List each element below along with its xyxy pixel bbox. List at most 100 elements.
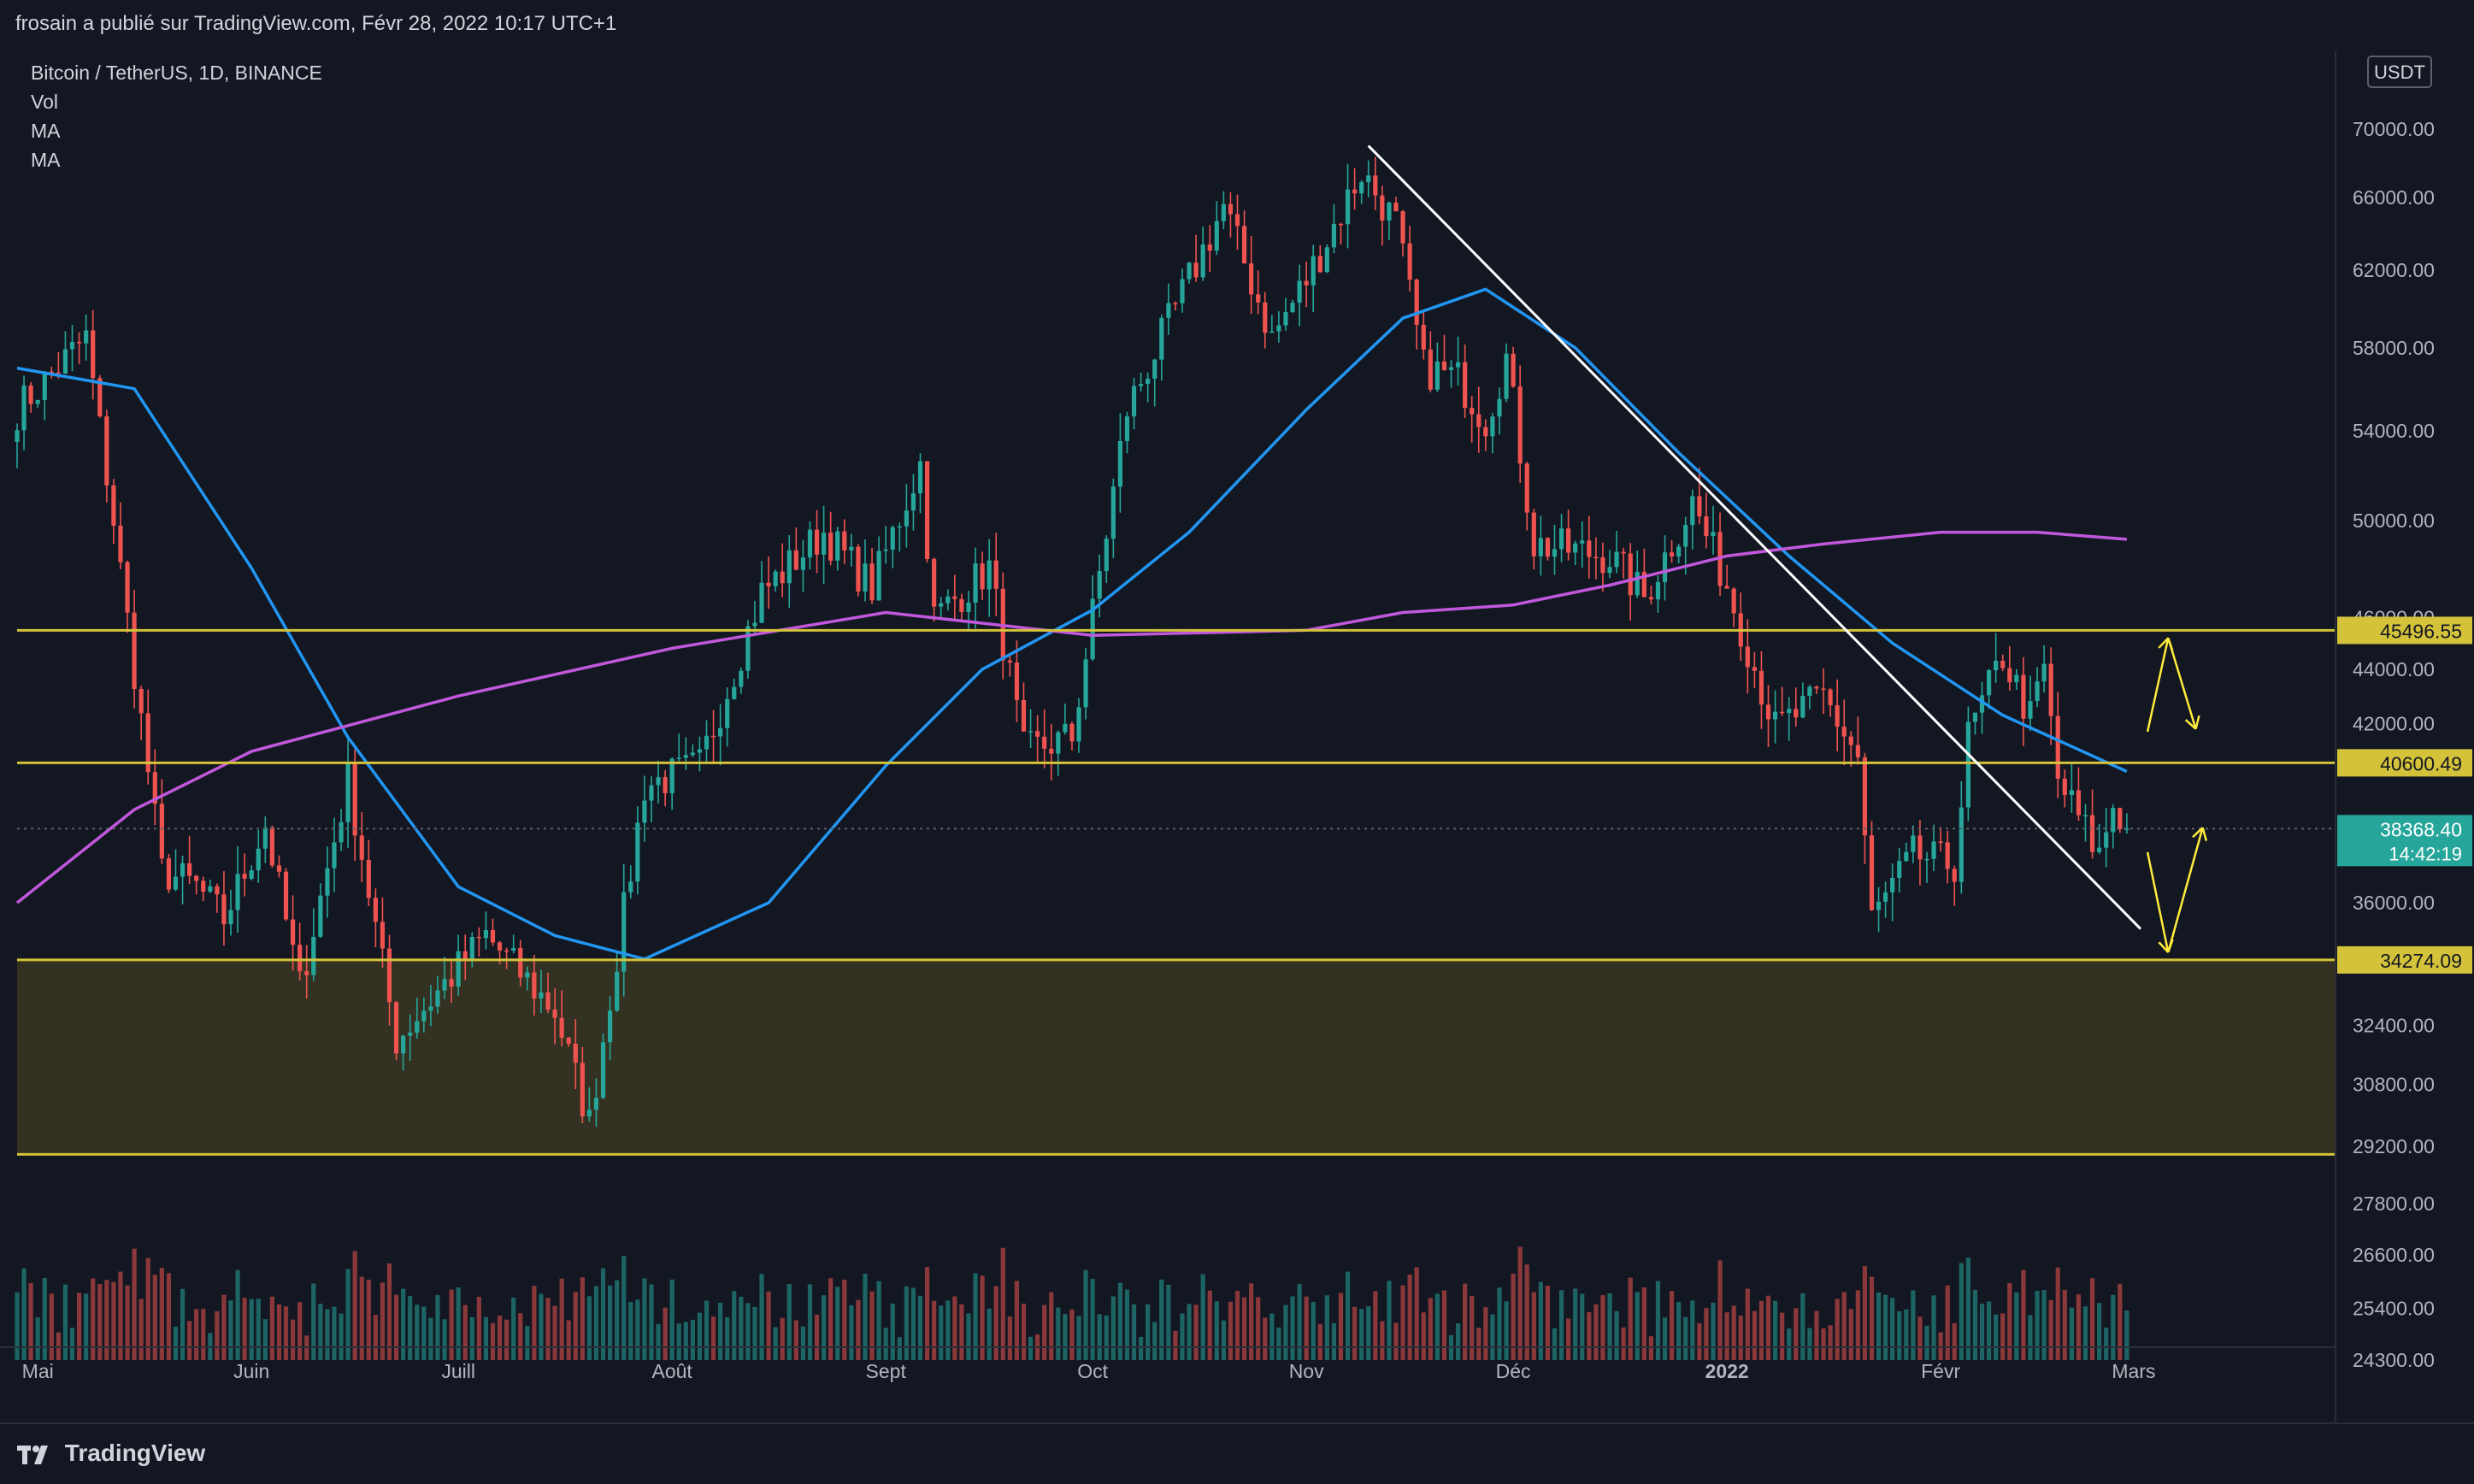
volume-bar: [932, 1300, 937, 1360]
volume-bar: [283, 1306, 289, 1360]
volume-bar: [1593, 1304, 1599, 1360]
candle: [1138, 372, 1144, 392]
legend-indicator-ma[interactable]: MA: [31, 149, 61, 171]
volume-bar: [593, 1286, 599, 1360]
legend-symbol[interactable]: Bitcoin / TetherUS, 1D, BINANCE: [31, 62, 322, 84]
volume-bar: [876, 1281, 881, 1360]
candle: [2082, 804, 2088, 842]
candle: [759, 561, 764, 624]
volume-bar: [373, 1315, 378, 1360]
candle: [621, 863, 627, 997]
volume-bar: [642, 1278, 647, 1360]
volume-bar: [856, 1299, 861, 1360]
volume-bar: [1711, 1302, 1716, 1360]
candle: [1531, 509, 1536, 570]
volume-bar: [1787, 1328, 1792, 1360]
volume-bar: [380, 1282, 386, 1360]
candle: [1959, 780, 1964, 894]
legend-indicator-ma[interactable]: MA: [31, 120, 61, 142]
candle: [42, 371, 47, 421]
candle: [800, 539, 806, 592]
candle: [1828, 687, 1833, 717]
chart-frame[interactable]: 70000.00 66000.00 62000.00 58000.00 54000.00…: [0, 51, 2474, 1422]
volume-bar: [35, 1317, 40, 1360]
volume-bar: [1304, 1296, 1309, 1360]
candle: [1359, 180, 1364, 204]
candle: [1711, 505, 1716, 555]
x-tick-label: 2022: [1705, 1360, 1749, 1382]
volume-bar: [1807, 1328, 1812, 1360]
volume-bar: [256, 1298, 261, 1360]
y-tick-label: 58000.00: [2353, 337, 2435, 359]
candle: [1593, 537, 1599, 580]
volume-bar: [959, 1304, 964, 1360]
candle: [628, 865, 633, 899]
volume-bar: [1470, 1295, 1475, 1360]
moving-average-layer: [15, 287, 2128, 961]
candle: [1807, 685, 1812, 710]
chart-plot[interactable]: 70000.00 66000.00 62000.00 58000.00 54000.00…: [0, 51, 2474, 1422]
brand[interactable]: TradingView: [17, 1440, 205, 1467]
candle: [1758, 651, 1764, 729]
candle: [1063, 704, 1068, 735]
volume-bar: [1207, 1290, 1212, 1360]
candle: [1097, 554, 1102, 618]
candle: [910, 474, 916, 531]
volume-bar: [2082, 1306, 2088, 1360]
legend-indicator-vol[interactable]: Vol: [31, 91, 58, 113]
x-tick-label: Mars: [2112, 1360, 2155, 1382]
candle: [690, 744, 695, 757]
volume-bar: [1911, 1290, 1916, 1360]
candle: [1214, 201, 1219, 256]
volume-bar: [869, 1291, 875, 1360]
svg-text:45496.55: 45496.55: [2380, 620, 2462, 642]
candle: [897, 522, 902, 552]
volume-bar: [1124, 1289, 1130, 1360]
volume-bar: [656, 1323, 661, 1360]
volume-bar: [1538, 1281, 1543, 1360]
volume-bar: [462, 1304, 468, 1360]
candle: [1917, 820, 1923, 886]
candle: [1662, 535, 1668, 601]
candle-layer: [15, 156, 2129, 1128]
candle: [194, 874, 199, 895]
volume-bar: [759, 1274, 764, 1360]
candle: [1283, 297, 1288, 331]
volume-bar: [897, 1337, 902, 1360]
volume-bar: [1263, 1317, 1268, 1360]
candle: [1290, 299, 1295, 313]
volume-bar: [1511, 1273, 1516, 1360]
candle: [1297, 264, 1302, 327]
candle: [469, 932, 474, 968]
candle: [1110, 478, 1116, 558]
volume-bar: [1069, 1309, 1075, 1360]
candle: [807, 521, 813, 570]
candle: [904, 484, 909, 548]
volume-bar: [1090, 1279, 1095, 1360]
candle: [635, 806, 640, 895]
y-tick-label: 36000.00: [2353, 892, 2435, 914]
svg-text:38368.40: 38368.40: [2380, 818, 2462, 840]
volume-layer: [15, 1246, 2129, 1360]
volume-bar: [586, 1296, 592, 1360]
candle: [332, 817, 337, 892]
volume-bar: [752, 1306, 757, 1360]
volume-bar: [62, 1284, 68, 1360]
volume-bar: [152, 1275, 157, 1360]
volume-bar: [800, 1326, 806, 1360]
candle: [28, 381, 33, 414]
volume-bar: [1835, 1298, 1840, 1360]
volume-bar: [725, 1316, 730, 1360]
volume-bar: [1049, 1292, 1054, 1360]
volume-bar: [386, 1263, 392, 1360]
volume-bar: [118, 1271, 123, 1360]
candle: [1455, 336, 1461, 386]
arrow-up-scenario: [2167, 637, 2200, 730]
volume-bar: [359, 1276, 364, 1360]
volume-bar: [228, 1300, 233, 1360]
candle: [408, 1014, 413, 1061]
candle: [1538, 515, 1543, 576]
candle: [1814, 685, 1819, 694]
svg-text:40600.49: 40600.49: [2380, 752, 2462, 774]
volume-bar: [580, 1277, 585, 1360]
